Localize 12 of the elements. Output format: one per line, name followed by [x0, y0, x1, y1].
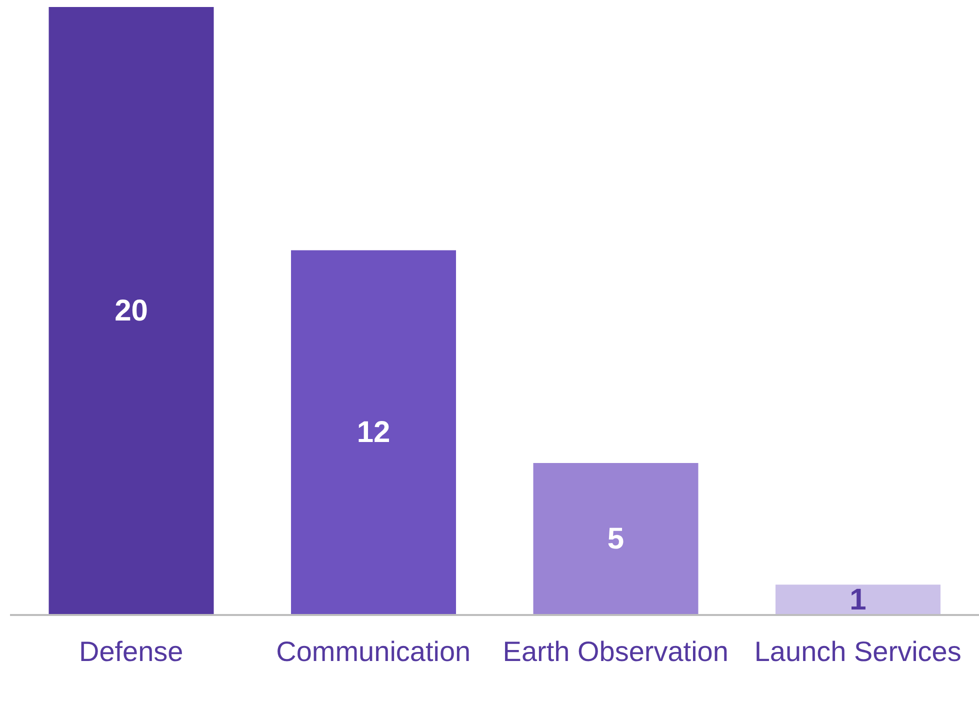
bar [533, 463, 698, 615]
data-label: 20 [114, 294, 148, 328]
data-label: 12 [356, 416, 390, 450]
x-tick-label: Launch Services [754, 636, 962, 667]
x-tick-label: Defense [78, 636, 184, 667]
data-label: 5 [607, 522, 624, 556]
bar [776, 584, 941, 615]
x-tick-label: Communication [276, 636, 471, 667]
bar [291, 250, 456, 615]
x-tick-label: Earth Observation [502, 636, 728, 667]
data-label: 1 [850, 583, 866, 616]
bar [48, 7, 214, 615]
